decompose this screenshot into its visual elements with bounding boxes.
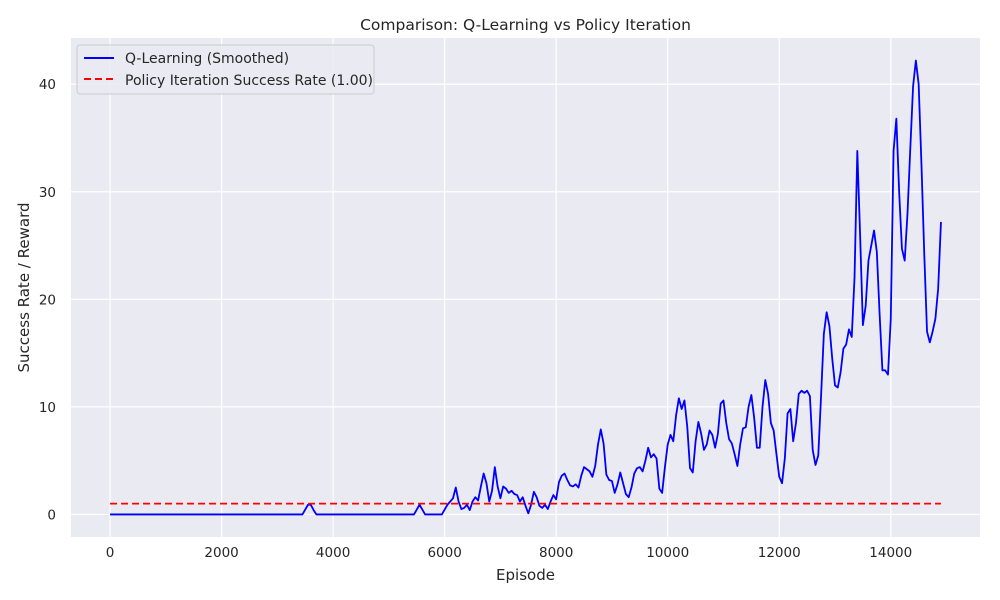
legend-label-q-learning: Q-Learning (Smoothed) [125,51,289,67]
legend: Q-Learning (Smoothed) Policy Iteration S… [76,44,375,95]
x-tick-label: 6000 [427,545,461,561]
y-axis-title: Success Rate / Reward [15,203,33,373]
x-tick-label: 10000 [646,545,689,561]
x-tick-label: 8000 [539,545,573,561]
legend-box [76,44,375,95]
y-tick-label: 10 [39,400,56,416]
x-tick-label: 2000 [204,545,238,561]
x-tick-label: 4000 [316,545,350,561]
chart-title: Comparison: Q-Learning vs Policy Iterati… [360,16,691,34]
x-tick-labels: 0 2000 4000 6000 8000 10000 12000 14000 [106,545,913,561]
plot-background [71,38,980,537]
y-tick-label: 40 [39,77,56,93]
series-layer [110,59,942,516]
x-tick-label: 12000 [758,545,801,561]
y-tick-label: 0 [47,507,56,523]
x-gridlines [109,38,892,537]
x-tick-label: 14000 [869,545,912,561]
y-tick-label: 20 [39,292,56,308]
x-tick-label: 0 [106,545,115,561]
y-tick-label: 30 [39,185,56,201]
x-axis-title: Episode [496,566,555,584]
legend-label-policy-iteration: Policy Iteration Success Rate (1.00) [125,73,373,89]
series-line-0 [110,59,942,516]
y-tick-labels: 0 10 20 30 40 [39,77,56,523]
